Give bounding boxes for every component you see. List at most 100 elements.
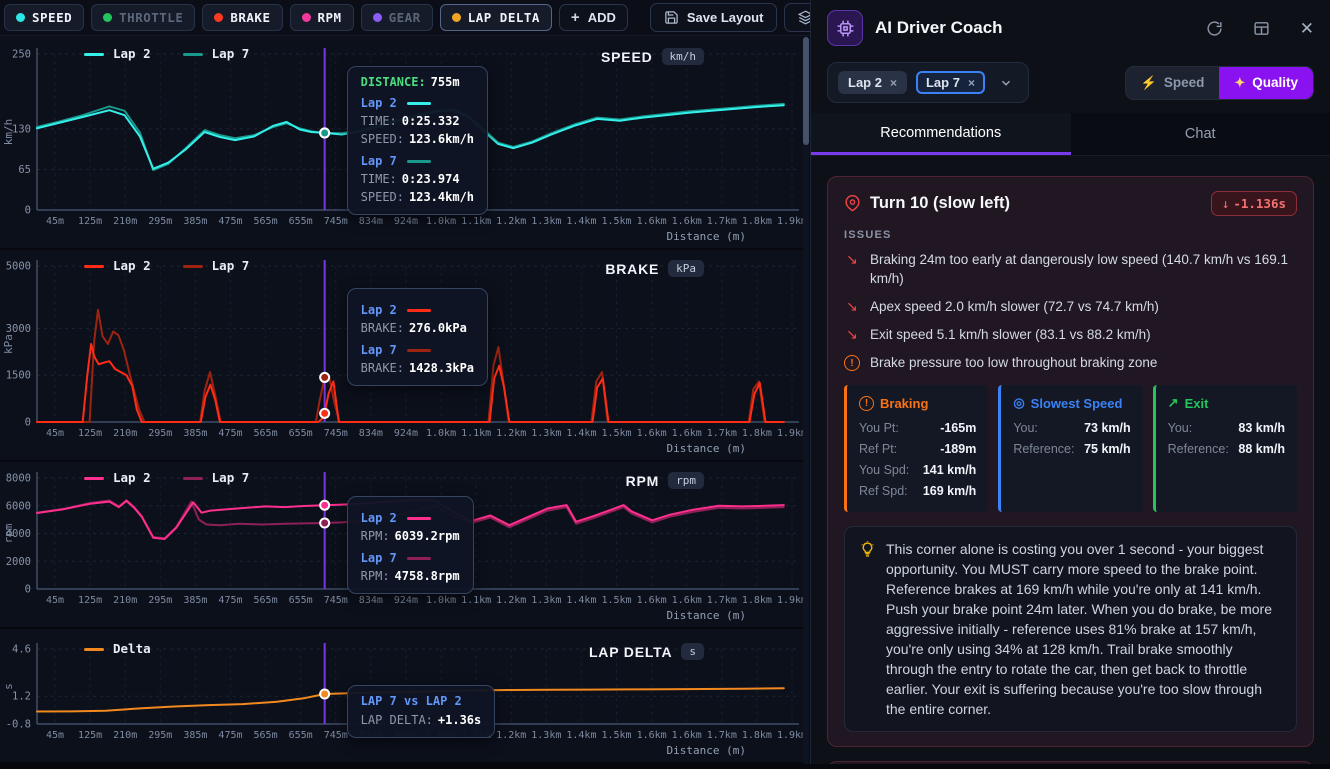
add-label: ADD bbox=[588, 10, 616, 25]
legend-lap-2[interactable]: Lap 2 bbox=[84, 470, 151, 485]
coach-header: AI Driver Coach ✕ bbox=[811, 0, 1330, 54]
unit-badge: kPa bbox=[668, 260, 704, 277]
legend-lap-2[interactable]: Lap 2 bbox=[84, 258, 151, 273]
svg-text:834m: 834m bbox=[359, 595, 383, 606]
unit-badge: km/h bbox=[662, 48, 705, 65]
series-label: SPEED bbox=[32, 10, 72, 25]
unit-badge: rpm bbox=[668, 472, 704, 489]
issue-text: Brake pressure too low throughout brakin… bbox=[870, 353, 1157, 372]
scrollbar[interactable] bbox=[803, 37, 809, 764]
arrow-down-icon: ↓ bbox=[1222, 196, 1230, 211]
legend-delta[interactable]: Delta bbox=[84, 641, 151, 656]
tab-recommendations[interactable]: Recommendations bbox=[811, 113, 1071, 155]
legend-lap-7[interactable]: Lap 7 bbox=[183, 258, 250, 273]
svg-text:1.6km: 1.6km bbox=[672, 428, 702, 439]
toggle-brake[interactable]: BRAKE bbox=[202, 4, 282, 31]
issue-item: ↘Exit speed 5.1 km/h slower (83.1 vs 88.… bbox=[844, 325, 1297, 344]
series-label: GEAR bbox=[389, 10, 421, 25]
coach-tabs: Recommendations Chat bbox=[811, 113, 1330, 156]
svg-text:1.0km: 1.0km bbox=[426, 216, 456, 227]
issue-item: ↘Apex speed 2.0 km/h slower (72.7 vs 74.… bbox=[844, 297, 1297, 316]
legend-swatch bbox=[183, 53, 203, 56]
svg-text:924m: 924m bbox=[394, 216, 418, 227]
stat-row: Reference:88 km/h bbox=[1168, 439, 1285, 460]
scrollbar-thumb[interactable] bbox=[803, 37, 809, 145]
svg-text:6000: 6000 bbox=[6, 500, 31, 512]
svg-text:45m: 45m bbox=[46, 216, 64, 227]
svg-text:4.6: 4.6 bbox=[12, 644, 31, 656]
svg-text:125m: 125m bbox=[78, 595, 102, 606]
tab-chat[interactable]: Chat bbox=[1071, 113, 1330, 155]
legend-lap-7[interactable]: Lap 7 bbox=[183, 470, 250, 485]
legend-lap-7[interactable]: Lap 7 bbox=[183, 46, 250, 61]
svg-text:1.2km: 1.2km bbox=[496, 216, 526, 227]
target-icon: ◎ bbox=[1013, 395, 1024, 411]
svg-text:745m: 745m bbox=[324, 595, 348, 606]
svg-text:210m: 210m bbox=[113, 595, 137, 606]
save-layout-button[interactable]: Save Layout bbox=[650, 3, 778, 32]
mode-quality-button[interactable]: ✦Quality bbox=[1219, 67, 1313, 99]
toggle-lap-delta[interactable]: LAP DELTA bbox=[440, 4, 552, 31]
lap-chip-lap-7[interactable]: Lap 7× bbox=[916, 71, 985, 94]
save-icon bbox=[664, 10, 679, 25]
svg-text:Distance (m): Distance (m) bbox=[667, 609, 746, 622]
svg-text:385m: 385m bbox=[183, 428, 207, 439]
remove-icon[interactable]: × bbox=[890, 76, 897, 90]
issues-list: ↘Braking 24m too early at dangerously lo… bbox=[844, 250, 1297, 372]
svg-text:475m: 475m bbox=[218, 595, 242, 606]
toggle-gear[interactable]: GEAR bbox=[361, 4, 433, 31]
map-pin-icon bbox=[844, 195, 861, 212]
close-icon[interactable]: ✕ bbox=[1300, 20, 1314, 37]
stat-row: Reference:75 km/h bbox=[1013, 439, 1130, 460]
svg-text:1.2km: 1.2km bbox=[496, 428, 526, 439]
tip-text: This corner alone is costing you over 1 … bbox=[886, 539, 1282, 719]
lap-chip-lap-2[interactable]: Lap 2× bbox=[838, 71, 907, 94]
stat-row: You:73 km/h bbox=[1013, 418, 1130, 439]
stat-row: You:83 km/h bbox=[1168, 418, 1285, 439]
svg-text:565m: 565m bbox=[254, 428, 278, 439]
series-dot bbox=[16, 13, 25, 22]
legend-swatch bbox=[183, 265, 203, 268]
issue-item: ↘Braking 24m too early at dangerously lo… bbox=[844, 250, 1297, 288]
legend-swatch bbox=[84, 648, 104, 651]
refresh-icon[interactable] bbox=[1206, 20, 1223, 37]
stat-row: Ref Spd:169 km/h bbox=[859, 481, 976, 502]
toggle-throttle[interactable]: THROTTLE bbox=[91, 4, 195, 31]
svg-text:1.4km: 1.4km bbox=[566, 216, 596, 227]
remove-icon[interactable]: × bbox=[968, 76, 975, 90]
layout-panel-icon[interactable] bbox=[1253, 20, 1270, 37]
svg-text:km/h: km/h bbox=[2, 119, 15, 146]
svg-text:1.6km: 1.6km bbox=[637, 730, 667, 741]
chevron-down-icon[interactable] bbox=[994, 76, 1018, 90]
svg-text:385m: 385m bbox=[183, 216, 207, 227]
svg-text:1.1km: 1.1km bbox=[461, 595, 491, 606]
svg-text:1.4km: 1.4km bbox=[566, 428, 596, 439]
legend-lap-2[interactable]: Lap 2 bbox=[84, 46, 151, 61]
toggle-rpm[interactable]: RPM bbox=[290, 4, 354, 31]
alert-icon: ! bbox=[844, 355, 860, 371]
mode-speed-button[interactable]: ⚡Speed bbox=[1126, 67, 1220, 99]
toggle-speed[interactable]: SPEED bbox=[4, 4, 84, 31]
svg-text:1.8km: 1.8km bbox=[742, 730, 772, 741]
svg-text:475m: 475m bbox=[218, 428, 242, 439]
svg-text:385m: 385m bbox=[183, 595, 207, 606]
svg-text:475m: 475m bbox=[218, 730, 242, 741]
add-chart-button[interactable]: +ADD bbox=[559, 4, 628, 31]
svg-text:295m: 295m bbox=[148, 730, 172, 741]
svg-text:565m: 565m bbox=[254, 730, 278, 741]
recommendation-card-turn-10[interactable]: Turn 10 (slow left) ↓-1.136s ISSUES ↘Bra… bbox=[827, 176, 1314, 747]
svg-text:125m: 125m bbox=[78, 730, 102, 741]
alert-icon: ! bbox=[859, 396, 874, 411]
svg-text:834m: 834m bbox=[359, 216, 383, 227]
series-dot bbox=[103, 13, 112, 22]
unit-badge: s bbox=[681, 643, 704, 660]
